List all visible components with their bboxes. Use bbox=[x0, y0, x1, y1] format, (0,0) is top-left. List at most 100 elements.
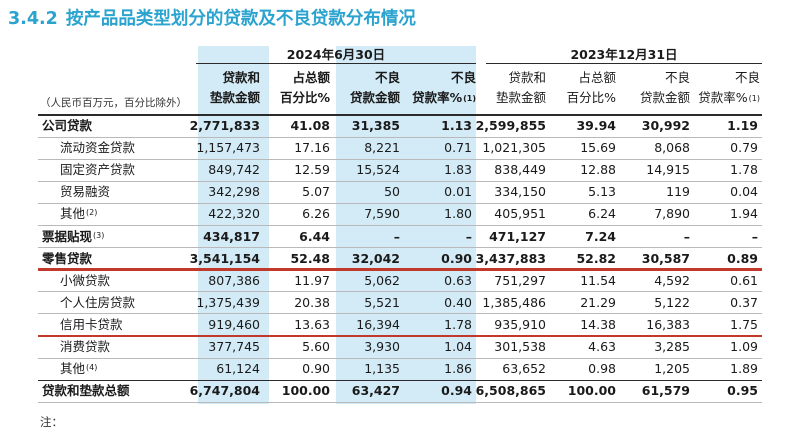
row-value: 1.09 bbox=[730, 339, 758, 354]
row-value: 422,320 bbox=[208, 206, 260, 222]
row-value: 4.63 bbox=[588, 339, 616, 354]
row-value: 6,508,865 bbox=[475, 383, 546, 399]
table-row: 流动资金贷款 1,157,473 17.16 8,221 0.71 1,021,305 15… bbox=[0, 137, 806, 159]
row-value: 3,285 bbox=[654, 339, 690, 354]
row-value: 1.78 bbox=[444, 316, 472, 332]
row-value: 11.54 bbox=[580, 272, 616, 288]
row-value: 7,890 bbox=[654, 206, 690, 222]
row-value: 0.01 bbox=[444, 184, 472, 200]
row-value: 334,150 bbox=[494, 184, 546, 200]
row-value: 52.48 bbox=[290, 250, 330, 266]
row-value: 0.61 bbox=[730, 272, 758, 288]
row-value: 61,579 bbox=[641, 383, 690, 399]
table-row: 票据贴现(3) 434,817 6.44 – – 471,127 7.24 – – bbox=[0, 226, 806, 248]
col-prior-amount-header: 贷款和 垫款金额 bbox=[495, 70, 546, 105]
section-heading: 按产品品类型划分的贷款及不良贷款分布情况 bbox=[65, 9, 416, 29]
row-value: 751,297 bbox=[494, 272, 546, 288]
row-divider bbox=[38, 291, 762, 293]
row-label: 其他(4) bbox=[60, 361, 98, 377]
row-value: 0.63 bbox=[444, 272, 472, 288]
row-value: 61,124 bbox=[216, 361, 260, 377]
row-value: 1,021,305 bbox=[482, 140, 546, 156]
row-value: 0.89 bbox=[727, 250, 758, 266]
row-label: 票据贴现(3) bbox=[42, 228, 105, 244]
row-divider bbox=[38, 180, 762, 182]
row-value: 8,221 bbox=[364, 140, 400, 156]
period-current-header: 2024年6月30日 bbox=[286, 47, 386, 62]
row-value: 1.94 bbox=[730, 206, 758, 222]
row-divider bbox=[38, 136, 762, 138]
row-value: 11.97 bbox=[294, 272, 330, 288]
footnote-label: 注： bbox=[40, 415, 63, 429]
row-label: 贸易融资 bbox=[60, 184, 111, 200]
row-value: 3,930 bbox=[364, 339, 400, 354]
row-value: 100.00 bbox=[567, 383, 616, 399]
row-label: 小微贷款 bbox=[60, 272, 111, 288]
row-value: 301,538 bbox=[494, 339, 546, 354]
table-row: 固定资产贷款 849,742 12.59 15,524 1.83 838,449 12.88… bbox=[0, 159, 806, 181]
row-value: 16,394 bbox=[356, 316, 400, 332]
table-row: 个人住房贷款 1,375,439 20.38 5,521 0.40 1,385,486 21… bbox=[0, 292, 806, 314]
row-value: 14,915 bbox=[646, 162, 690, 178]
row-value: 1.86 bbox=[444, 361, 472, 377]
row-divider bbox=[38, 313, 762, 315]
row-value: 471,127 bbox=[489, 228, 546, 244]
row-value: 21.29 bbox=[580, 294, 616, 310]
row-value: 2,599,855 bbox=[475, 118, 546, 133]
row-value: 0.90 bbox=[302, 361, 330, 377]
row-value: 1.83 bbox=[444, 162, 472, 178]
row-value: 377,745 bbox=[208, 339, 260, 354]
row-value: 0.94 bbox=[441, 383, 472, 399]
row-label: 信用卡贷款 bbox=[60, 316, 123, 332]
row-value: 100.00 bbox=[281, 383, 330, 399]
row-value: 0.71 bbox=[444, 140, 472, 156]
row-value: 5.60 bbox=[302, 339, 330, 354]
row-value: 17.16 bbox=[294, 140, 330, 156]
row-divider bbox=[38, 158, 762, 160]
row-value: 1.78 bbox=[730, 162, 758, 178]
red-highlight-rule bbox=[38, 334, 762, 337]
col-prior-share-header: 占总额 百分比% bbox=[566, 70, 616, 105]
row-value: 919,460 bbox=[208, 316, 260, 332]
row-divider bbox=[38, 357, 762, 359]
row-value: 8,068 bbox=[654, 140, 690, 156]
row-value: 119 bbox=[666, 184, 690, 200]
row-value: 1.75 bbox=[730, 316, 758, 332]
row-value: 849,742 bbox=[208, 162, 260, 178]
row-value: 1.80 bbox=[444, 206, 472, 222]
row-value: 13.63 bbox=[294, 316, 330, 332]
row-divider bbox=[38, 247, 762, 249]
row-value: 20.38 bbox=[294, 294, 330, 310]
row-value: 5.13 bbox=[588, 184, 616, 200]
row-label: 公司贷款 bbox=[42, 118, 93, 133]
row-value: 63,652 bbox=[502, 361, 546, 377]
row-value: 15,524 bbox=[356, 162, 400, 178]
row-value: 12.88 bbox=[580, 162, 616, 178]
table-row: 小微贷款 807,386 11.97 5,062 0.63 751,297 11.54 4,5… bbox=[0, 270, 806, 292]
row-value: 5,062 bbox=[364, 272, 400, 288]
section-number: 3.4.2 bbox=[8, 9, 58, 29]
row-value: 1,375,439 bbox=[196, 294, 260, 310]
row-value: 6.26 bbox=[302, 206, 330, 222]
row-value: 3,541,154 bbox=[189, 250, 260, 266]
row-value: 14.38 bbox=[580, 316, 616, 332]
col-current-nplratio-header: 不良 贷款率%(1) bbox=[412, 70, 476, 105]
row-value: 63,427 bbox=[351, 383, 400, 399]
row-label: 消费贷款 bbox=[60, 339, 111, 354]
row-divider bbox=[38, 402, 762, 404]
row-value: 1,157,473 bbox=[196, 140, 260, 156]
table-row: 其他(4) 61,124 0.90 1,135 1.86 63,652 0.98 1,205 1… bbox=[0, 358, 806, 380]
period-prior-header: 2023年12月31日 bbox=[570, 47, 678, 62]
row-value: 5,122 bbox=[654, 294, 690, 310]
row-value: 935,910 bbox=[494, 316, 546, 332]
row-value: 0.37 bbox=[730, 294, 758, 310]
row-value: 52.82 bbox=[576, 250, 616, 266]
row-value: – bbox=[683, 228, 690, 244]
row-value: 1,135 bbox=[364, 361, 400, 377]
row-value: – bbox=[465, 228, 472, 244]
col-current-share-header: 占总额 百分比% bbox=[279, 70, 330, 105]
row-value: 342,298 bbox=[208, 184, 260, 200]
table-row: 贸易融资 342,298 5.07 50 0.01 334,150 5.13 119 0.04 bbox=[0, 181, 806, 203]
row-value: 1.19 bbox=[727, 118, 758, 133]
row-value: 6.24 bbox=[588, 206, 616, 222]
